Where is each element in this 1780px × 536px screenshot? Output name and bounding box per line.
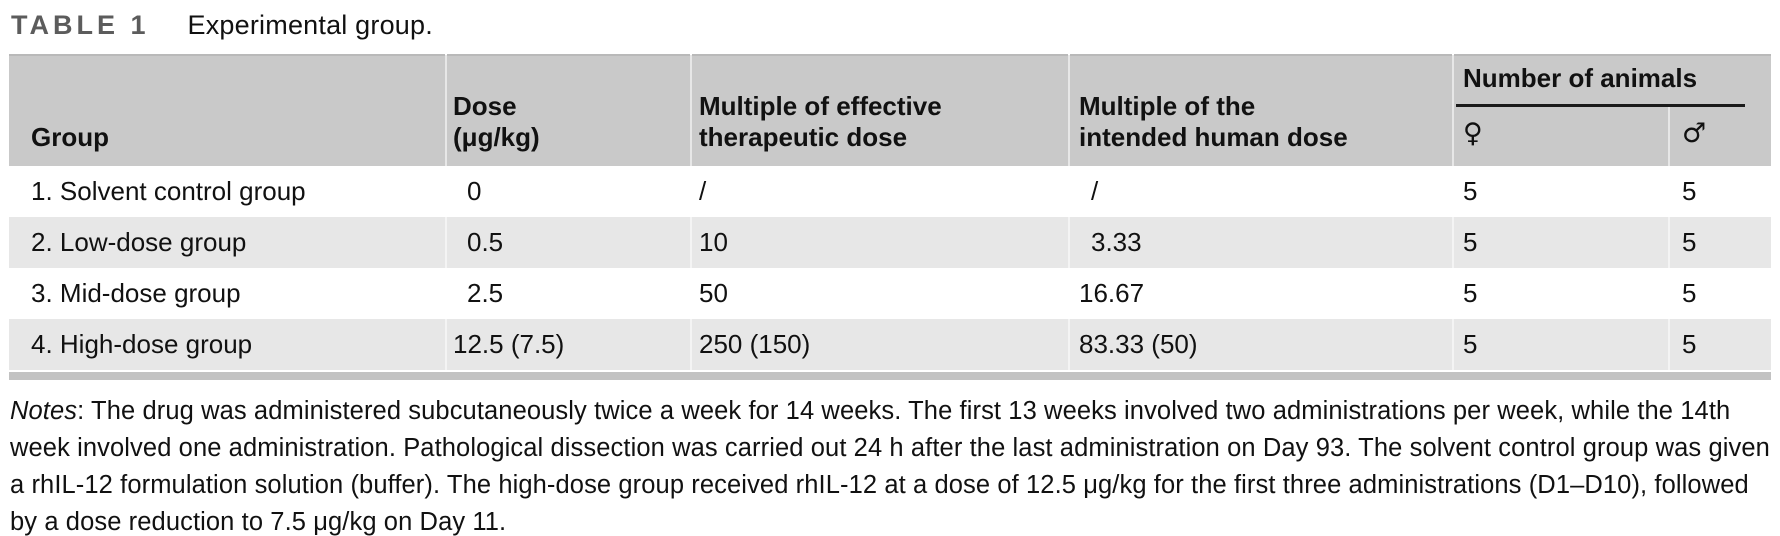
cell-female-count: 5 bbox=[1452, 319, 1669, 370]
cell-human-multiple: 83.33 (50) bbox=[1068, 319, 1453, 370]
column-header-dose: Dose (μg/kg) bbox=[445, 55, 691, 166]
table-body: 1. Solvent control group 0 / / 5 5 2. Lo… bbox=[9, 166, 1771, 370]
cell-group: 1. Solvent control group bbox=[31, 176, 306, 206]
table-header: Group Dose (μg/kg) Multiple of effective… bbox=[9, 55, 1771, 166]
header-row-sex: ♀ ♂ bbox=[9, 107, 1771, 166]
cell-effective-multiple: 10 bbox=[690, 217, 1069, 268]
cell-female-count: 5 bbox=[1452, 217, 1669, 268]
column-header-number-of-animals: Number of animals bbox=[1452, 55, 1771, 107]
table-row-mid-dose: 3. Mid-dose group 2.5 50 16.67 5 5 bbox=[9, 268, 1771, 319]
cell-group: 3. Mid-dose group bbox=[31, 278, 241, 308]
table-number-label: TABLE 1 bbox=[11, 10, 150, 40]
column-header-dose-line2: (μg/kg) bbox=[453, 122, 540, 152]
table-title-row: TABLE 1 Experimental group. bbox=[11, 10, 1771, 41]
cell-effective-multiple: / bbox=[690, 166, 1069, 217]
cell-human-multiple: 16.67 bbox=[1068, 268, 1453, 319]
table-row-solvent-control: 1. Solvent control group 0 / / 5 5 bbox=[9, 166, 1771, 217]
column-header-effective-line1: Multiple of effective bbox=[699, 91, 942, 121]
cell-male-count: 5 bbox=[1668, 217, 1771, 268]
table-bottom-rule bbox=[9, 372, 1771, 380]
column-header-dose-line1: Dose bbox=[453, 91, 517, 121]
cell-female-count: 5 bbox=[1452, 268, 1669, 319]
column-header-effective-line2: therapeutic dose bbox=[699, 122, 908, 152]
notes-text: : The drug was administered subcutaneous… bbox=[10, 397, 1770, 536]
notes-label: Notes bbox=[10, 397, 78, 425]
cell-dose: 0 bbox=[445, 166, 691, 217]
cell-dose: 2.5 bbox=[445, 268, 691, 319]
column-header-human-line2: intended human dose bbox=[1079, 122, 1348, 152]
cell-dose: 12.5 (7.5) bbox=[445, 319, 691, 370]
cell-male-count: 5 bbox=[1668, 319, 1771, 370]
column-header-female: ♀ bbox=[1452, 107, 1669, 166]
cell-group: 2. Low-dose group bbox=[31, 227, 247, 257]
male-icon: ♂ bbox=[1682, 118, 1707, 149]
column-header-human-dose: Multiple of the intended human dose bbox=[1068, 55, 1453, 166]
table-row-low-dose: 2. Low-dose group 0.5 10 3.33 5 5 bbox=[9, 217, 1771, 268]
cell-effective-multiple: 250 (150) bbox=[690, 319, 1069, 370]
column-header-effective-dose: Multiple of effective therapeutic dose bbox=[690, 55, 1069, 166]
cell-male-count: 5 bbox=[1668, 268, 1771, 319]
number-of-animals-underline bbox=[1456, 104, 1745, 107]
header-row-top: Group Dose (μg/kg) Multiple of effective… bbox=[9, 55, 1771, 166]
cell-effective-multiple: 50 bbox=[690, 268, 1069, 319]
female-icon: ♀ bbox=[1463, 118, 1483, 149]
cell-female-count: 5 bbox=[1452, 166, 1669, 217]
table-notes: Notes: The drug was administered subcuta… bbox=[10, 393, 1773, 536]
cell-male-count: 5 bbox=[1668, 166, 1771, 217]
cell-group: 4. High-dose group bbox=[31, 329, 253, 359]
column-header-male: ♂ bbox=[1668, 107, 1771, 166]
table-caption: Experimental group. bbox=[187, 10, 433, 40]
experimental-group-table: Group Dose (μg/kg) Multiple of effective… bbox=[9, 54, 1771, 370]
table-row-high-dose: 4. High-dose group 12.5 (7.5) 250 (150) … bbox=[9, 319, 1771, 370]
column-header-human-line1: Multiple of the bbox=[1079, 91, 1256, 121]
cell-dose: 0.5 bbox=[445, 217, 691, 268]
cell-human-multiple: / bbox=[1068, 166, 1453, 217]
number-of-animals-label: Number of animals bbox=[1463, 63, 1698, 93]
column-header-group: Group bbox=[9, 55, 446, 166]
cell-human-multiple: 3.33 bbox=[1068, 217, 1453, 268]
